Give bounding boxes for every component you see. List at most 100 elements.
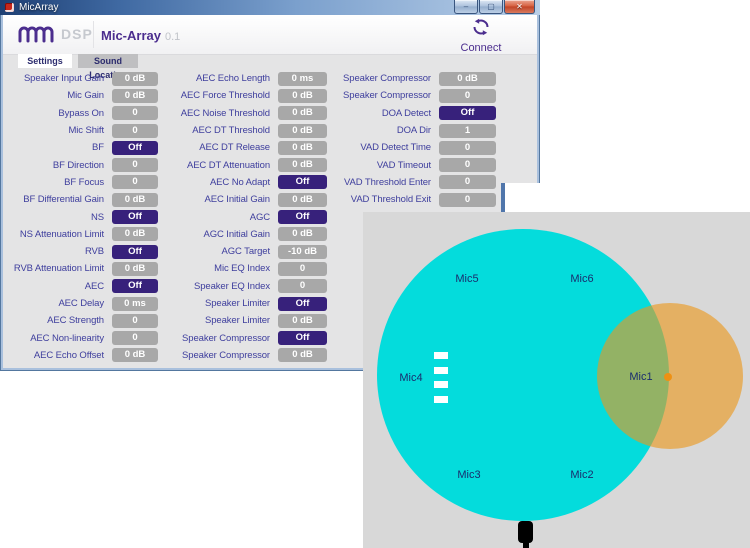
setting-toggle[interactable]: Off [112, 244, 158, 259]
setting-field[interactable]: 0 dB [112, 192, 158, 207]
header-separator [93, 21, 94, 48]
mic-label: Mic6 [570, 273, 594, 285]
tab-sound-location[interactable]: Sound Location [78, 54, 138, 80]
setting-field[interactable]: 0 dB [112, 261, 158, 276]
background-window-strip [505, 183, 750, 212]
setting-field[interactable]: 0 dB [278, 158, 327, 173]
window-titlebar[interactable]: MicArray – ▢ ✕ [0, 0, 540, 15]
setting-field[interactable]: 0 [112, 123, 158, 138]
setting-toggle[interactable]: Off [112, 210, 158, 225]
setting-label: RVB [84, 246, 104, 258]
setting-label: AEC Echo Offset [33, 349, 104, 361]
setting-label: Speaker EQ Index [193, 280, 270, 292]
setting-row: AEC Echo Offset 0 dB [6, 347, 158, 364]
setting-label: Mic EQ Index [214, 263, 270, 275]
setting-row: AEC Off [6, 278, 158, 295]
setting-field[interactable]: 0 [112, 313, 158, 328]
setting-label: BF [92, 142, 104, 154]
tab-bar: Settings Sound Location [0, 54, 540, 80]
setting-field[interactable]: 0 dB [112, 71, 158, 86]
setting-row: AGC Initial Gain 0 dB [160, 226, 327, 243]
setting-field[interactable]: 0 [439, 88, 496, 103]
setting-toggle[interactable]: Off [278, 331, 327, 346]
setting-toggle[interactable]: Off [439, 106, 496, 121]
setting-label: AEC Delay [58, 298, 104, 309]
setting-field[interactable]: 0 ms [112, 296, 158, 311]
mic-label: Mic4 [399, 372, 423, 384]
setting-field[interactable]: 0 dB [112, 227, 158, 242]
setting-field[interactable]: 0 dB [112, 88, 158, 103]
setting-label: BF Direction [52, 159, 104, 171]
setting-label: AEC No Adapt [209, 176, 270, 188]
setting-label: AEC DT Release [199, 142, 270, 154]
setting-label: AEC Noise Threshold [180, 107, 270, 119]
setting-row: Speaker Input Gain 0 dB [6, 70, 158, 87]
close-button[interactable]: ✕ [504, 0, 535, 14]
connect-button[interactable]: Connect [449, 18, 513, 54]
settings-column-3: Speaker Compressor 0 dB Speaker Compressor… [330, 70, 496, 208]
logo-dsp-text: DSP [61, 26, 93, 42]
setting-row: Speaker Limiter Off [160, 295, 327, 312]
setting-field[interactable]: 0 [112, 106, 158, 121]
maximize-button[interactable]: ▢ [479, 0, 503, 14]
setting-label: VAD Threshold Exit [350, 194, 431, 206]
setting-field[interactable]: 0 ms [278, 71, 327, 86]
setting-label: AEC Strength [47, 315, 104, 327]
settings-column-1: Speaker Input Gain 0 dB Mic Gain 0 dB Bypass… [6, 70, 158, 364]
setting-field[interactable]: 0 dB [439, 71, 496, 86]
level-bar [434, 396, 448, 403]
setting-field[interactable]: 0 dB [278, 88, 327, 103]
setting-field[interactable]: 0 [439, 158, 496, 173]
minidsp-wave-icon [18, 26, 54, 43]
setting-label: Speaker Limiter [204, 298, 270, 309]
setting-toggle[interactable]: Off [112, 279, 158, 294]
setting-field[interactable]: 0 dB [278, 227, 327, 242]
setting-field[interactable]: 0 dB [278, 348, 327, 363]
setting-field[interactable]: -10 dB [278, 244, 327, 259]
setting-field[interactable]: 0 dB [278, 106, 327, 121]
setting-toggle[interactable]: Off [112, 140, 158, 155]
setting-row: VAD Threshold Enter 0 [330, 174, 496, 191]
setting-toggle[interactable]: Off [278, 210, 327, 225]
setting-toggle[interactable]: Off [278, 175, 327, 190]
setting-row: VAD Detect Time 0 [330, 139, 496, 156]
setting-label: AGC Initial Gain [203, 228, 270, 240]
setting-field[interactable]: 0 [278, 279, 327, 294]
setting-label: AEC Echo Length [195, 73, 270, 85]
setting-field[interactable]: 0 [439, 192, 496, 207]
setting-label: NS Attenuation Limit [19, 228, 104, 240]
sound-location-panel: Mic1 Mic2 Mic3 Mic4 Mic5 Mic6 [363, 212, 750, 548]
caption-buttons: – ▢ ✕ [454, 0, 535, 14]
setting-label: Mic Gain [67, 90, 104, 102]
setting-field[interactable]: 0 dB [278, 192, 327, 207]
minimize-button[interactable]: – [454, 0, 478, 14]
setting-field[interactable]: 0 dB [112, 348, 158, 363]
setting-label: RVB Attenuation Limit [13, 263, 104, 275]
setting-field[interactable]: 0 dB [278, 123, 327, 138]
setting-label: AEC Force Threshold [180, 90, 270, 102]
setting-field[interactable]: 0 [112, 175, 158, 190]
setting-toggle[interactable]: Off [278, 296, 327, 311]
setting-row: AEC DT Threshold 0 dB [160, 122, 327, 139]
setting-field[interactable]: 0 dB [278, 313, 327, 328]
setting-row: AGC Target -10 dB [160, 243, 327, 260]
setting-field[interactable]: 0 [278, 261, 327, 276]
setting-label: VAD Detect Time [360, 142, 431, 154]
setting-field[interactable]: 0 [439, 140, 496, 155]
tab-settings[interactable]: Settings [18, 54, 72, 68]
setting-label: NS [91, 211, 104, 223]
setting-row: Mic EQ Index 0 [160, 260, 327, 277]
setting-field[interactable]: 0 [112, 158, 158, 173]
setting-row: BF Focus 0 [6, 174, 158, 191]
setting-row: Bypass On 0 [6, 105, 158, 122]
setting-field[interactable]: 1 [439, 123, 496, 138]
minidsp-logo: DSP [17, 24, 93, 43]
setting-label: AEC Initial Gain [204, 194, 271, 206]
setting-row: AEC Non-linearity 0 [6, 329, 158, 346]
setting-row: AEC Echo Length 0 ms [160, 70, 327, 87]
setting-field[interactable]: 0 [439, 175, 496, 190]
setting-field[interactable]: 0 dB [278, 140, 327, 155]
doa-direction-dot [664, 373, 672, 381]
setting-field[interactable]: 0 [112, 331, 158, 346]
app-icon [5, 3, 14, 12]
